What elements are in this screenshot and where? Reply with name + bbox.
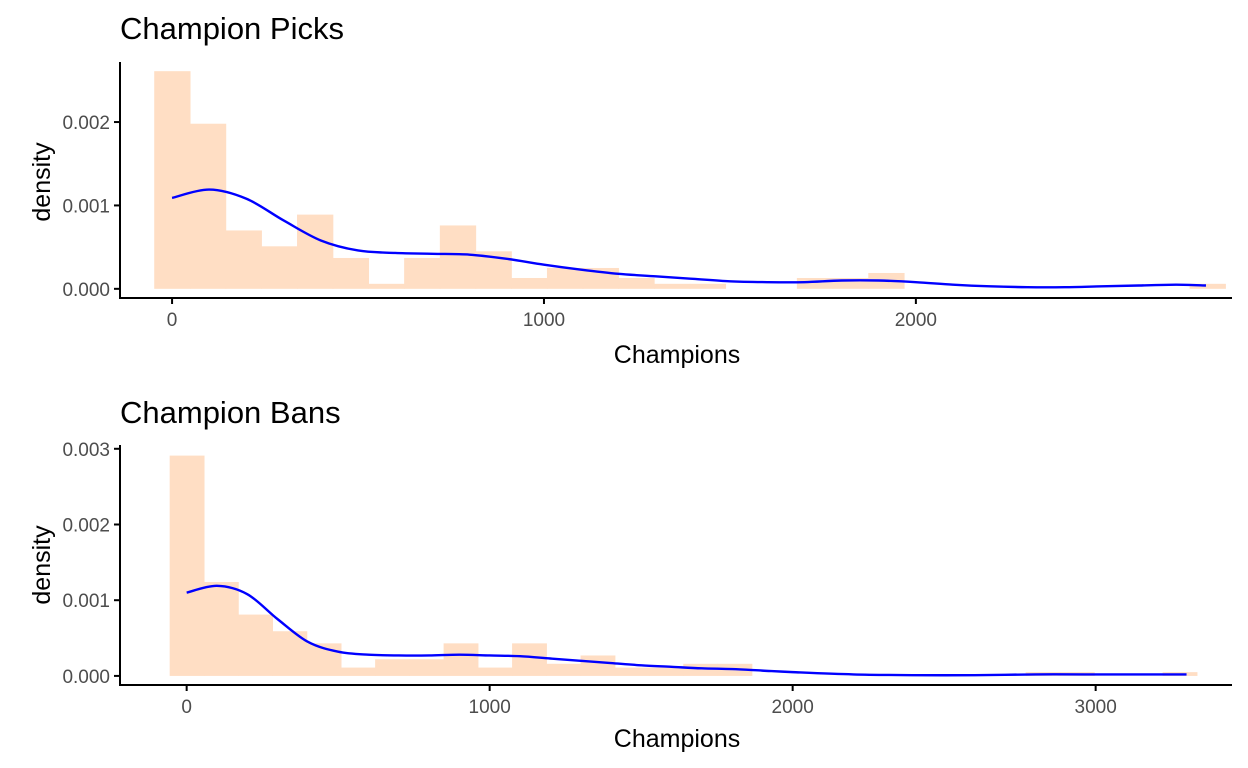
histogram-bar <box>169 455 205 676</box>
histogram-bar <box>689 283 727 289</box>
histogram-bar <box>1189 283 1226 289</box>
x-tick-label: 1000 <box>469 697 511 718</box>
density-curve <box>171 188 1207 289</box>
histogram-bar <box>154 71 191 289</box>
y-tick-label: 0.000 <box>62 667 110 688</box>
histogram-bar <box>409 659 445 676</box>
x-tick-label: 1000 <box>523 310 565 331</box>
y-tick-label: 0.000 <box>62 280 110 301</box>
y-tick-label: 0.002 <box>62 113 110 134</box>
histogram-bar <box>832 277 869 289</box>
chart-title: Champion Bans <box>120 395 341 430</box>
y-axis-title: density <box>28 142 56 222</box>
histogram-bar <box>477 667 513 676</box>
x-tick-label: 3000 <box>1075 697 1117 718</box>
histogram-bar <box>580 655 616 676</box>
histogram-bar <box>546 663 582 676</box>
histogram-bar <box>654 283 691 289</box>
histogram-bar <box>203 582 239 676</box>
x-tick-label: 2000 <box>895 310 937 331</box>
histogram-bar <box>511 277 548 289</box>
y-tick-label: 0.002 <box>62 515 110 536</box>
y-tick-label: 0.003 <box>62 440 110 461</box>
y-tick-label: 0.001 <box>62 591 110 612</box>
histogram-bar <box>332 257 370 289</box>
histogram-bar <box>796 277 834 289</box>
x-tick-label: 0 <box>181 697 192 718</box>
histogram-bar <box>546 267 584 289</box>
x-axis-title: Champions <box>614 725 740 753</box>
density-curve <box>186 584 1187 677</box>
panel-champion-picks: Champion Picks density Champions 0.000 0.… <box>28 11 1232 369</box>
histogram-bar <box>297 214 334 289</box>
x-tick-label: 0 <box>167 310 178 331</box>
y-tick-label: 0.001 <box>62 196 110 217</box>
chart-title: Champion Picks <box>120 11 344 46</box>
histogram-bar <box>443 643 479 676</box>
histogram-bar <box>404 257 441 289</box>
histogram-bar <box>439 225 477 289</box>
histogram-bar <box>512 643 547 676</box>
x-axis-title: Champions <box>614 341 740 369</box>
histogram-bars <box>169 455 1198 676</box>
y-axis-title: density <box>28 525 56 605</box>
histogram-bar <box>618 277 655 289</box>
panel-champion-bans: Champion Bans density Champions 0.000 0.0… <box>28 395 1232 753</box>
histogram-bar <box>261 246 298 289</box>
histogram-bar <box>614 667 650 676</box>
histogram-bar <box>225 230 262 289</box>
histogram-bars <box>154 71 1226 289</box>
histogram-bar <box>368 283 405 289</box>
histogram-bar <box>238 614 274 676</box>
x-tick-label: 2000 <box>772 697 814 718</box>
histogram-bar <box>375 659 410 676</box>
histogram-bar <box>340 667 376 676</box>
histogram-bar <box>683 663 719 676</box>
histogram-bar <box>189 123 227 289</box>
histogram-bar <box>649 667 684 676</box>
